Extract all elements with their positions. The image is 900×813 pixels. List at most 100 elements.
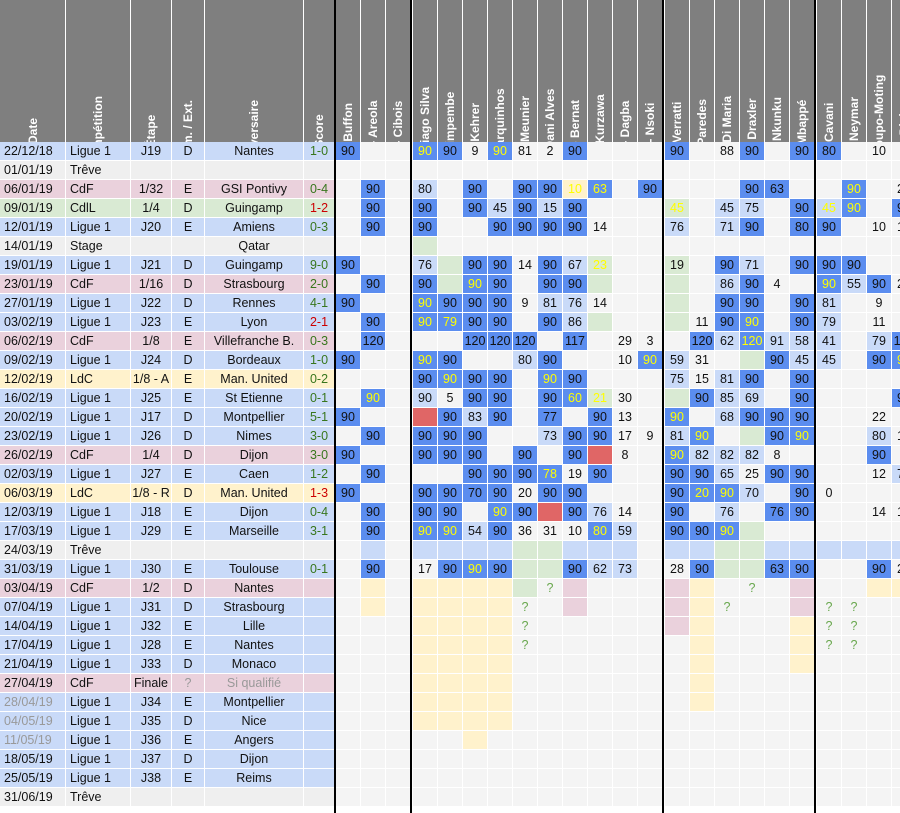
minutes-cell: 90 bbox=[690, 465, 715, 484]
minutes-cell bbox=[413, 731, 438, 750]
minutes-cell: 90 bbox=[438, 427, 463, 446]
minutes-cell bbox=[488, 237, 513, 256]
minutes-cell: 90 bbox=[361, 275, 386, 294]
minutes-cell: 9 bbox=[638, 427, 663, 446]
stage-cell bbox=[131, 237, 172, 256]
minutes-cell bbox=[790, 731, 815, 750]
competition-cell: Ligue 1 bbox=[66, 522, 131, 541]
minutes-cell: ? bbox=[538, 579, 563, 598]
minutes-cell bbox=[513, 161, 538, 180]
minutes-cell: 90 bbox=[867, 560, 892, 579]
stage-cell: J17 bbox=[131, 408, 172, 427]
minutes-cell bbox=[867, 788, 892, 807]
minutes-cell bbox=[765, 598, 790, 617]
column-header: 11 - Di Maria bbox=[715, 0, 739, 142]
minutes-cell bbox=[588, 484, 613, 503]
home-away-cell: E bbox=[172, 693, 205, 712]
minutes-cell: 4 bbox=[765, 275, 790, 294]
minutes-cell bbox=[867, 484, 892, 503]
minutes-cell bbox=[892, 579, 900, 598]
minutes-cell bbox=[563, 693, 588, 712]
minutes-cell bbox=[563, 636, 588, 655]
minutes-cell bbox=[463, 351, 488, 370]
column-header-label: 16 - Areola bbox=[366, 100, 380, 142]
minutes-cell: 45 bbox=[665, 199, 690, 218]
competition-cell: Ligue 1 bbox=[66, 294, 131, 313]
minutes-cell: 90 bbox=[438, 408, 463, 427]
minutes-cell bbox=[638, 674, 663, 693]
minutes-cell bbox=[438, 180, 463, 199]
minutes-cell: 90 bbox=[563, 199, 588, 218]
minutes-cell: 90 bbox=[463, 370, 488, 389]
minutes-cell: 11 bbox=[867, 313, 892, 332]
home-away-cell: E bbox=[172, 332, 205, 351]
minutes-cell bbox=[892, 712, 900, 731]
minutes-cell bbox=[842, 674, 867, 693]
minutes-cell bbox=[638, 750, 663, 769]
minutes-cell: 31 bbox=[538, 522, 563, 541]
minutes-cell bbox=[361, 674, 386, 693]
minutes-cell bbox=[588, 750, 613, 769]
minutes-cell bbox=[690, 598, 715, 617]
minutes-cell bbox=[638, 484, 663, 503]
minutes-cell bbox=[538, 237, 563, 256]
minutes-cell bbox=[538, 541, 563, 560]
column-header-label: Étape bbox=[144, 114, 158, 142]
minutes-cell bbox=[690, 617, 715, 636]
minutes-cell: 90 bbox=[488, 522, 513, 541]
minutes-cell bbox=[817, 693, 842, 712]
minutes-cell: 45 bbox=[817, 351, 842, 370]
minutes-cell: 67 bbox=[563, 256, 588, 275]
competition-cell: Ligue 1 bbox=[66, 313, 131, 332]
minutes-cell bbox=[715, 731, 740, 750]
minutes-cell: ? bbox=[513, 617, 538, 636]
minutes-cell: 71 bbox=[740, 256, 765, 275]
minutes-cell bbox=[842, 541, 867, 560]
minutes-cell bbox=[842, 446, 867, 465]
match-date-cell: 20/02/19 bbox=[0, 408, 66, 427]
minutes-cell: 25 bbox=[740, 465, 765, 484]
minutes-cell bbox=[538, 161, 563, 180]
minutes-cell bbox=[336, 237, 361, 256]
minutes-cell bbox=[513, 370, 538, 389]
minutes-cell: 90 bbox=[790, 370, 815, 389]
minutes-cell bbox=[765, 522, 790, 541]
opponent-cell: Guingamp bbox=[205, 256, 304, 275]
minutes-cell: 15 bbox=[538, 199, 563, 218]
minutes-cell bbox=[563, 598, 588, 617]
minutes-cell: 90 bbox=[715, 484, 740, 503]
stage-cell: 1/4 bbox=[131, 446, 172, 465]
competition-cell: Ligue 1 bbox=[66, 218, 131, 237]
column-header-label: 6 - Verratti bbox=[670, 101, 684, 142]
column-header-label: 17 - Choupo-Moting bbox=[872, 74, 886, 142]
minutes-cell: 90 bbox=[488, 503, 513, 522]
minutes-cell: 90 bbox=[413, 351, 438, 370]
minutes-cell bbox=[638, 408, 663, 427]
minutes-cell: 90 bbox=[790, 427, 815, 446]
minutes-cell: 90 bbox=[740, 218, 765, 237]
minutes-cell bbox=[665, 636, 690, 655]
minutes-cell: 90 bbox=[463, 294, 488, 313]
minutes-cell: 73 bbox=[613, 560, 638, 579]
minutes-cell bbox=[386, 427, 411, 446]
minutes-cell bbox=[892, 731, 900, 750]
home-away-cell: D bbox=[172, 427, 205, 446]
opponent-cell: Lyon bbox=[205, 313, 304, 332]
minutes-cell bbox=[817, 427, 842, 446]
competition-cell: Ligue 1 bbox=[66, 598, 131, 617]
minutes-cell: 120 bbox=[513, 332, 538, 351]
minutes-cell: ? bbox=[842, 598, 867, 617]
minutes-cell bbox=[386, 256, 411, 275]
competition-cell: CdlL bbox=[66, 199, 131, 218]
stage-cell bbox=[131, 788, 172, 807]
minutes-cell bbox=[790, 788, 815, 807]
minutes-cell: 81 bbox=[538, 294, 563, 313]
score-cell bbox=[304, 161, 335, 180]
match-date-cell: 14/01/19 bbox=[0, 237, 66, 256]
minutes-cell bbox=[513, 769, 538, 788]
minutes-cell: 90 bbox=[842, 199, 867, 218]
minutes-cell bbox=[386, 522, 411, 541]
minutes-cell: 28 bbox=[665, 560, 690, 579]
minutes-cell: 81 bbox=[665, 427, 690, 446]
minutes-cell: 62 bbox=[715, 332, 740, 351]
